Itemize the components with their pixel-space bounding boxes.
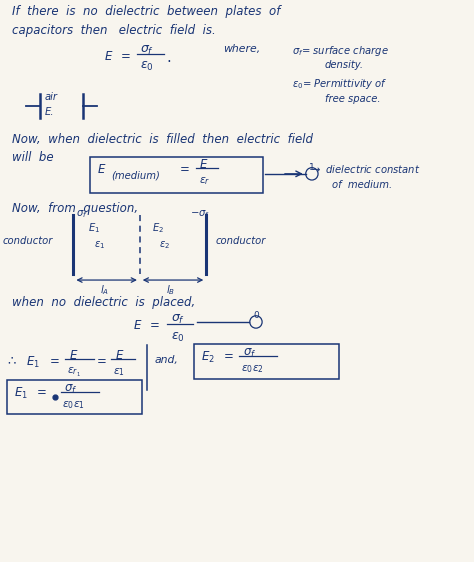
- Text: and,: and,: [154, 355, 178, 365]
- Text: =: =: [224, 350, 234, 363]
- Text: $\varepsilon_0\varepsilon_2$: $\varepsilon_0\varepsilon_2$: [241, 364, 264, 375]
- Text: $\therefore$: $\therefore$: [5, 355, 17, 368]
- Text: If  there  is  no  dielectric  between  plates  of: If there is no dielectric between plates…: [12, 4, 280, 18]
- Text: $E$: $E$: [115, 348, 124, 361]
- Text: .: .: [166, 50, 171, 65]
- Text: $-\sigma_f$: $-\sigma_f$: [190, 209, 210, 220]
- Text: 1: 1: [309, 163, 315, 172]
- Text: density.: density.: [325, 61, 364, 70]
- Text: $\varepsilon_1$: $\varepsilon_1$: [94, 239, 105, 251]
- Text: $\sigma_f$: $\sigma_f$: [64, 383, 77, 396]
- Text: $E_1$: $E_1$: [26, 355, 40, 370]
- Text: =: =: [50, 355, 60, 368]
- Text: =: =: [36, 386, 46, 399]
- Text: $E_2$: $E_2$: [152, 221, 164, 235]
- Bar: [90, 157, 263, 193]
- Text: conductor: conductor: [216, 235, 266, 246]
- Text: $E_2$: $E_2$: [201, 350, 215, 365]
- Text: $\sigma_f$: $\sigma_f$: [243, 347, 256, 360]
- Text: capacitors  then   electric  field  is.: capacitors then electric field is.: [12, 24, 216, 37]
- Text: $\sigma_f$= surface charge: $\sigma_f$= surface charge: [292, 44, 388, 58]
- Text: $E$: $E$: [97, 163, 107, 176]
- Text: =: =: [180, 163, 190, 176]
- Text: $\varepsilon_0$: $\varepsilon_0$: [171, 330, 184, 343]
- Text: $\rightarrow$ dielectric constant: $\rightarrow$ dielectric constant: [310, 163, 421, 175]
- Text: $\varepsilon_2$: $\varepsilon_2$: [159, 239, 170, 251]
- Text: will  be: will be: [12, 151, 54, 165]
- Text: =: =: [121, 50, 131, 63]
- Text: when  no  dielectric  is  placed,: when no dielectric is placed,: [12, 296, 195, 309]
- Text: $E_1$: $E_1$: [88, 221, 100, 235]
- Text: 0: 0: [253, 311, 259, 320]
- Text: =: =: [149, 319, 159, 332]
- Text: $l_A$: $l_A$: [100, 283, 109, 297]
- Text: $E$: $E$: [133, 319, 142, 332]
- Text: (medium): (medium): [111, 170, 160, 180]
- Text: of  medium.: of medium.: [332, 179, 392, 189]
- Text: $\varepsilon_1$: $\varepsilon_1$: [113, 366, 125, 378]
- Text: $\sigma_f$: $\sigma_f$: [76, 209, 88, 220]
- Text: air: air: [45, 92, 58, 102]
- Text: =: =: [97, 355, 107, 368]
- Text: $\sigma_f$: $\sigma_f$: [140, 44, 154, 57]
- Text: $l_B$: $l_B$: [166, 283, 175, 297]
- Text: $\varepsilon_0$: $\varepsilon_0$: [140, 60, 154, 73]
- Text: $\varepsilon_{r_1}$: $\varepsilon_{r_1}$: [67, 366, 81, 379]
- Text: conductor: conductor: [2, 235, 53, 246]
- Text: $E$: $E$: [69, 348, 78, 361]
- Text: $\varepsilon_0\varepsilon_1$: $\varepsilon_0\varepsilon_1$: [62, 400, 84, 411]
- Bar: [194, 345, 339, 379]
- Text: Now,  from  question,: Now, from question,: [12, 202, 138, 215]
- Text: $\varepsilon_0$= Permittivity of: $\varepsilon_0$= Permittivity of: [292, 77, 387, 91]
- Text: $E$: $E$: [104, 50, 114, 63]
- Bar: [7, 380, 142, 414]
- Text: $\varepsilon_r$: $\varepsilon_r$: [199, 175, 210, 187]
- Text: free space.: free space.: [325, 94, 380, 104]
- Text: $E$: $E$: [199, 158, 209, 171]
- Text: E.: E.: [45, 107, 55, 117]
- Text: $E_1$: $E_1$: [14, 386, 28, 401]
- Text: Now,  when  dielectric  is  filled  then  electric  field: Now, when dielectric is filled then elec…: [12, 133, 313, 146]
- Text: where,: where,: [223, 44, 260, 54]
- Text: $\sigma_f$: $\sigma_f$: [171, 314, 185, 327]
